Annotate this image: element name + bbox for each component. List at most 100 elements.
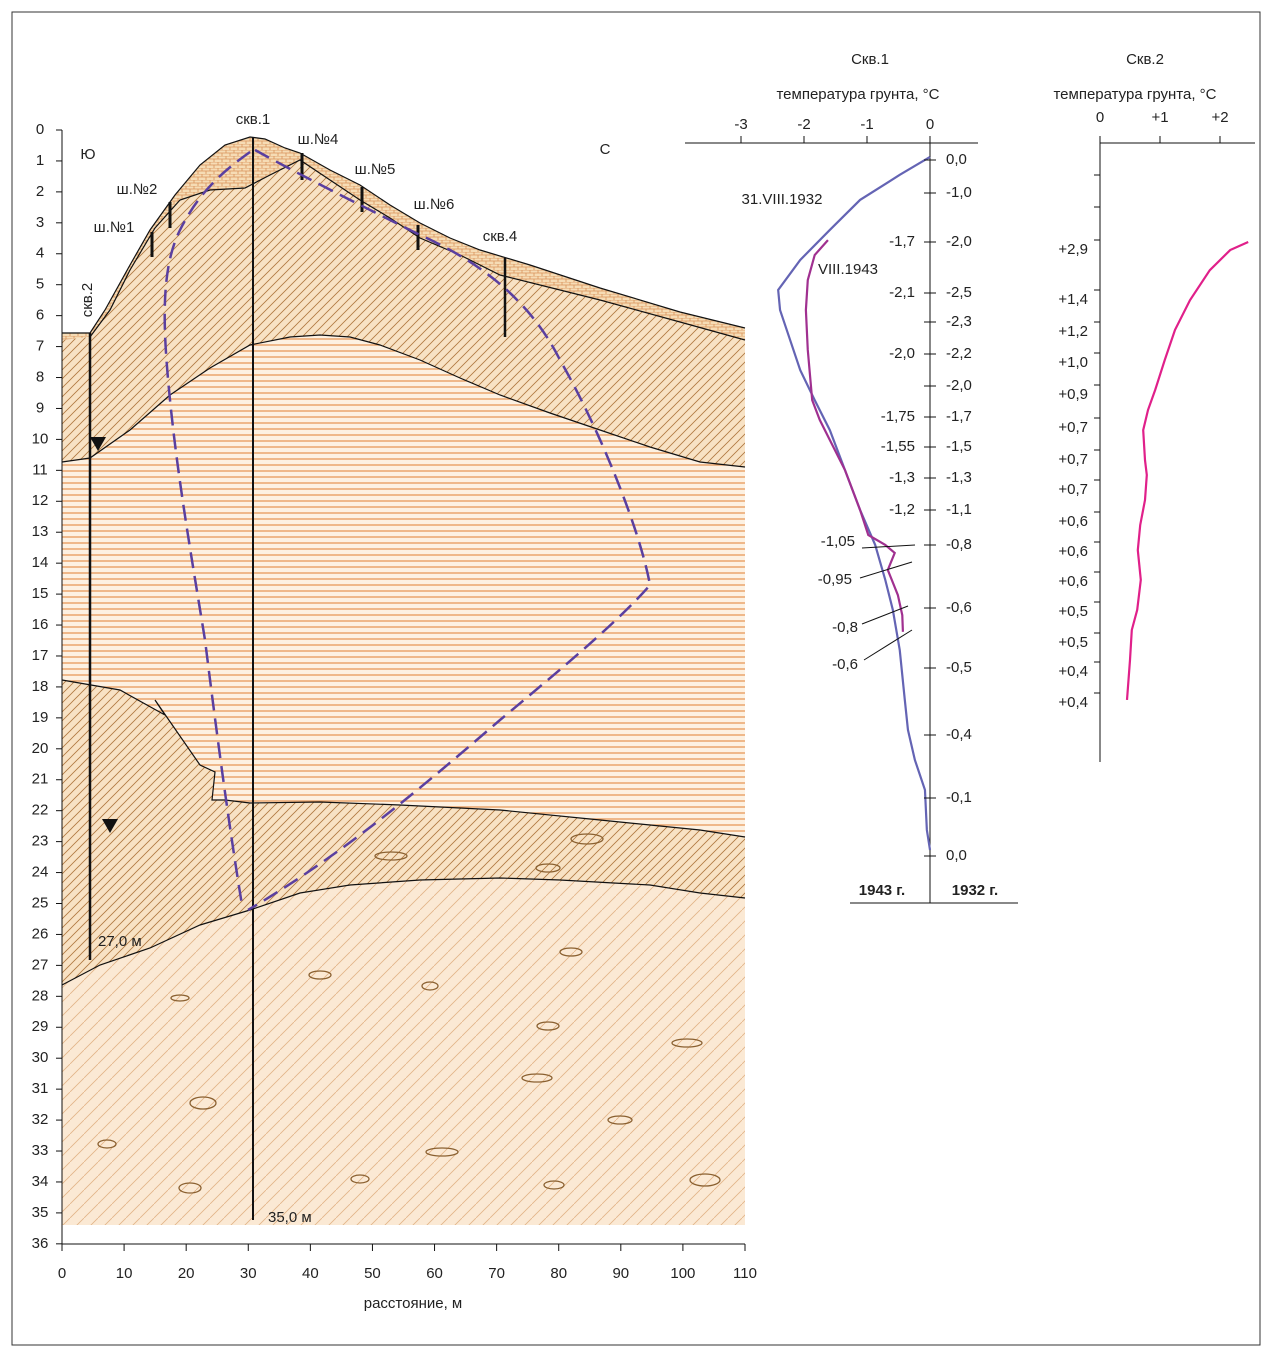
y-tick-label: 12 — [32, 492, 49, 509]
label: ш.№5 — [355, 161, 396, 178]
value-label: -2,0 — [889, 345, 915, 362]
year-label: 1943 г. — [859, 882, 905, 899]
label: ш.№6 — [414, 196, 455, 213]
y-tick-label: 23 — [32, 833, 49, 850]
y-tick-label: 6 — [36, 307, 44, 324]
value-label: -2,0 — [946, 233, 972, 250]
y-tick-label: 31 — [32, 1080, 49, 1097]
y-tick-label: 22 — [32, 802, 49, 819]
value-label: -1,5 — [946, 438, 972, 455]
y-tick-label: 9 — [36, 399, 44, 416]
series-label: 31.VIII.1932 — [742, 191, 823, 208]
y-tick-label: 2 — [36, 183, 44, 200]
x-axis-label: расстояние, м — [364, 1295, 463, 1312]
frame — [11, 11, 1261, 1346]
value-label: +1,4 — [1058, 291, 1088, 308]
x-tick-label: 40 — [302, 1265, 319, 1282]
value-label: +2,9 — [1058, 241, 1088, 258]
value-label: -1,3 — [946, 469, 972, 486]
label: 35,0 м — [268, 1209, 312, 1226]
y-tick-label: 13 — [32, 523, 49, 540]
axis-label: температура грунта, °C — [776, 86, 939, 103]
value-label: -1,55 — [881, 438, 915, 455]
series-label: VIII.1943 — [818, 261, 878, 278]
value-label: +0,4 — [1058, 663, 1088, 680]
value-label: -1,2 — [889, 501, 915, 518]
value-label: -1,1 — [946, 501, 972, 518]
value-label: +0,7 — [1058, 419, 1088, 436]
y-tick-label: 34 — [32, 1173, 49, 1190]
y-tick-label: 4 — [36, 245, 44, 262]
value-label: -1,05 — [821, 533, 855, 550]
value-label: -0,8 — [832, 619, 858, 636]
y-tick-label: 3 — [36, 214, 44, 231]
x-tick-label: 0 — [926, 116, 934, 133]
y-tick-label: 5 — [36, 276, 44, 293]
x-tick-label: 80 — [550, 1265, 567, 1282]
x-tick-label: +2 — [1211, 109, 1228, 126]
value-label: -0,95 — [818, 571, 852, 588]
y-tick-label: 1 — [36, 152, 44, 169]
y-tick-label: 10 — [32, 430, 49, 447]
y-tick-label: 19 — [32, 709, 49, 726]
y-tick-label: 16 — [32, 616, 49, 633]
y-tick-label: 8 — [36, 368, 44, 385]
year-label: 1932 г. — [952, 882, 998, 899]
x-tick-label: -3 — [734, 116, 747, 133]
y-tick-label: 26 — [32, 925, 49, 942]
x-tick-label: +1 — [1151, 109, 1168, 126]
value-label: 0,0 — [946, 847, 967, 864]
x-tick-label: 70 — [488, 1265, 505, 1282]
value-label: +1,2 — [1058, 323, 1088, 340]
y-tick-label: 32 — [32, 1111, 49, 1128]
leader — [863, 629, 913, 661]
x-tick-label: 10 — [116, 1265, 133, 1282]
label: ш.№1 — [94, 219, 135, 236]
value-label: +0,7 — [1058, 451, 1088, 468]
value-label: -2,3 — [946, 313, 972, 330]
x-tick-label: 60 — [426, 1265, 443, 1282]
value-label: -1,7 — [946, 408, 972, 425]
label: ш.№4 — [298, 131, 339, 148]
y-tick-label: 17 — [32, 647, 49, 664]
y-tick-label: 33 — [32, 1142, 49, 1159]
y-tick-label: 35 — [32, 1204, 49, 1221]
x-tick-label: 50 — [364, 1265, 381, 1282]
y-tick-label: 18 — [32, 678, 49, 695]
value-label: -0,6 — [946, 599, 972, 616]
leader — [861, 544, 916, 549]
label: 27,0 м — [98, 933, 142, 950]
x-tick-label: 110 — [733, 1265, 757, 1282]
y-tick-label: 29 — [32, 1018, 49, 1035]
x-tick-label: 100 — [670, 1265, 695, 1282]
value-label: -0,8 — [946, 536, 972, 553]
y-tick-label: 11 — [32, 461, 48, 478]
profile-title: Скв.2 — [1126, 51, 1164, 68]
value-label: 0,0 — [946, 151, 967, 168]
y-tick-label: 25 — [32, 894, 49, 911]
value-label: -1,75 — [881, 408, 915, 425]
y-tick-label: 21 — [32, 771, 49, 788]
y-tick-label: 28 — [32, 987, 49, 1004]
y-tick-label: 7 — [36, 338, 44, 355]
geology — [61, 136, 746, 1225]
temperature-curve — [804, 239, 905, 632]
y-tick-label: 30 — [32, 1049, 49, 1066]
temperature-curve — [1125, 240, 1249, 700]
axis-label: температура грунта, °C — [1053, 86, 1216, 103]
leader — [861, 605, 909, 625]
y-tick-label: 14 — [32, 554, 49, 571]
label: Ю — [80, 146, 95, 163]
label: скв.1 — [236, 111, 271, 128]
x-tick-label: 90 — [612, 1265, 629, 1282]
y-tick-label: 27 — [32, 956, 49, 973]
value-label: -0,6 — [832, 656, 858, 673]
y-tick-label: 0 — [36, 121, 44, 138]
value-label: +0,4 — [1058, 694, 1088, 711]
value-label: +0,9 — [1058, 386, 1088, 403]
leader — [859, 561, 913, 579]
label: С — [600, 141, 611, 158]
x-tick-label: 0 — [1096, 109, 1104, 126]
value-label: -0,4 — [946, 726, 972, 743]
